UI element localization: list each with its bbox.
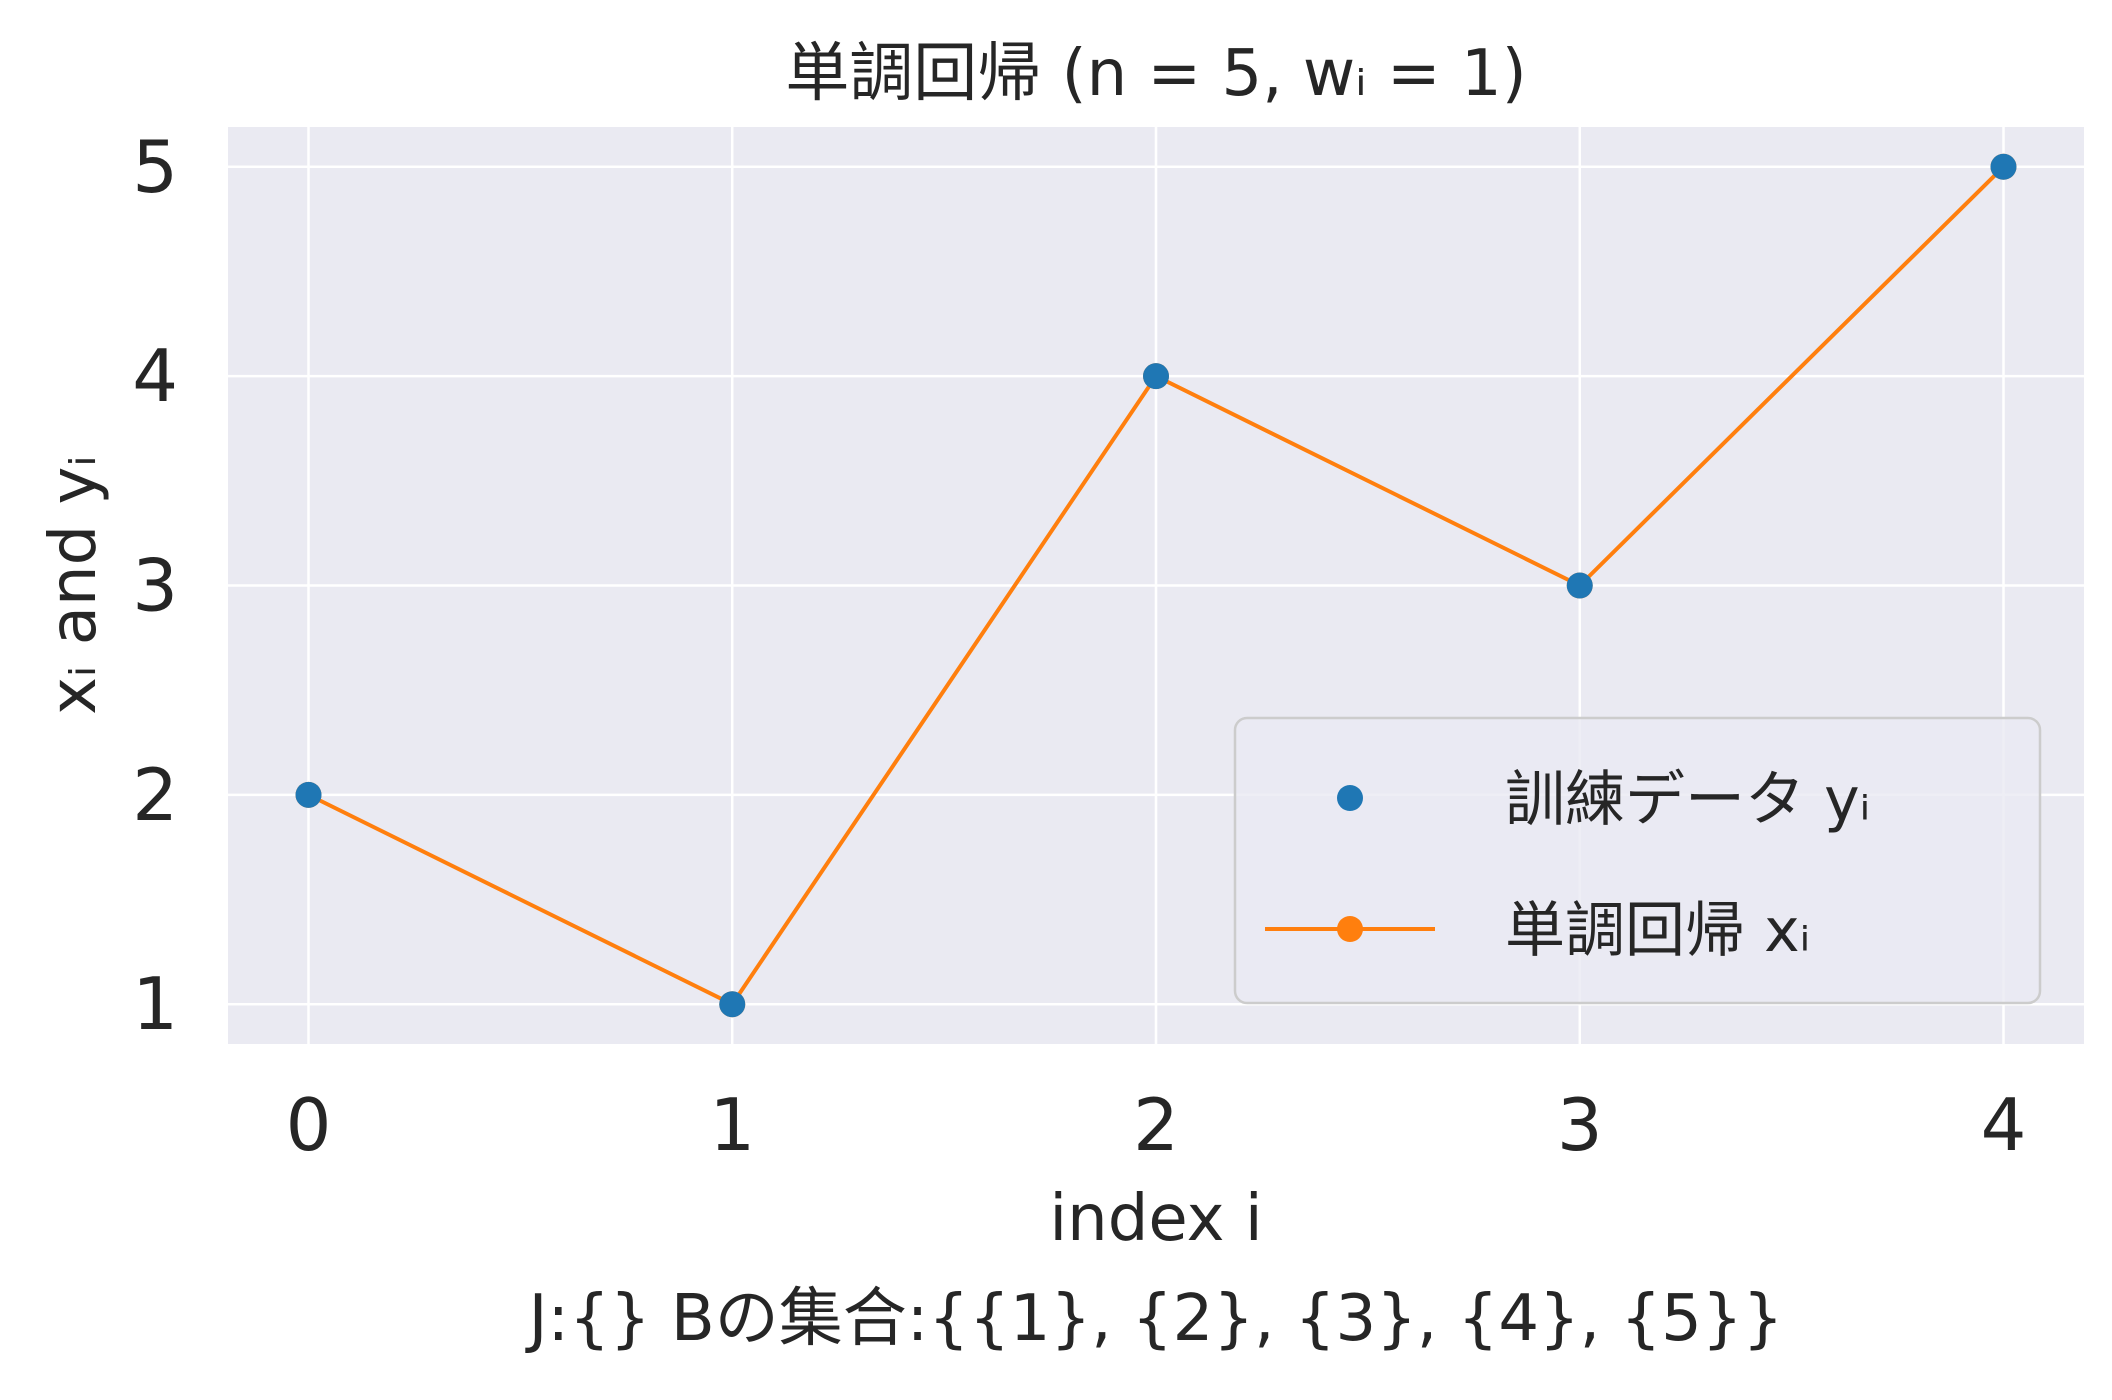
y-tick-label: 5: [132, 125, 178, 209]
y-tick-label: 1: [132, 962, 178, 1046]
y-tick-label: 3: [132, 544, 178, 628]
x-tick-label: 3: [1557, 1083, 1603, 1167]
training-data-point: [1143, 363, 1169, 390]
training-data-point: [295, 781, 322, 808]
legend-label-isotonic: 単調回帰 xᵢ: [1505, 896, 1810, 966]
x-tick-label: 0: [286, 1083, 332, 1167]
training-data-point: [719, 991, 746, 1018]
y-tick-label: 4: [132, 334, 178, 418]
legend: 訓練データ yᵢ 単調回帰 xᵢ: [1233, 716, 2042, 1005]
legend-marker-isotonic: [1337, 916, 1363, 942]
point-layer: [295, 153, 2017, 1018]
y-tick-labels: 1 2 3 4 5: [132, 125, 178, 1046]
y-tick-label: 2: [132, 753, 178, 837]
legend-box: [1233, 716, 2042, 1005]
chart-title: 単調回帰 (n = 5, wᵢ = 1): [785, 37, 1526, 111]
y-axis-label: xᵢ and yᵢ: [37, 455, 111, 715]
legend-label-training-data: 訓練データ yᵢ: [1505, 765, 1870, 835]
training-data-point: [1566, 572, 1593, 599]
x-axis-label: index i: [1049, 1182, 1262, 1256]
x-tick-label: 4: [1981, 1083, 2027, 1167]
x-tick-label: 1: [709, 1083, 755, 1167]
footer-text: J:{} Bの集合:{{1}, {2}, {3}, {4}, {5}}: [525, 1282, 1784, 1356]
x-tick-labels: 0 1 2 3 4: [286, 1083, 2027, 1167]
training-data-point: [1990, 153, 2017, 180]
x-tick-label: 2: [1133, 1083, 1179, 1167]
legend-marker-training-data: [1337, 785, 1363, 811]
